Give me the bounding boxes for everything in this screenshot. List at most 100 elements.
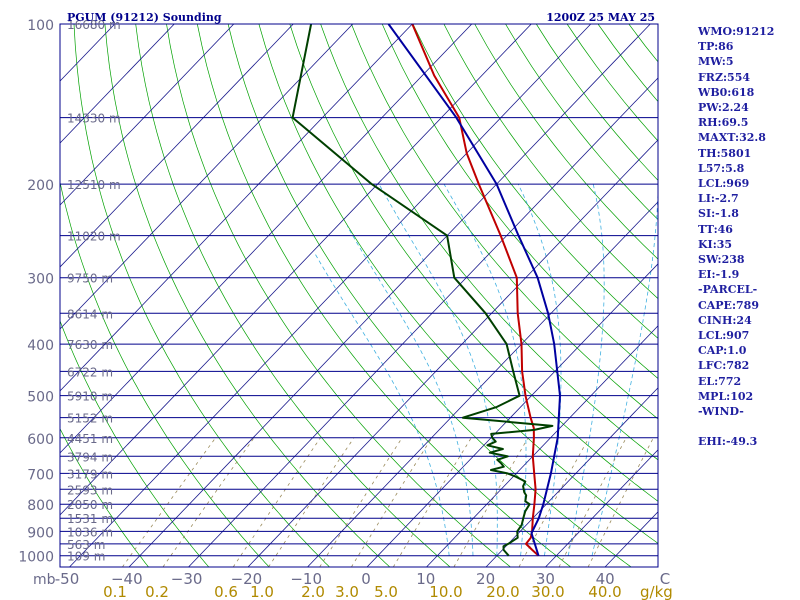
moist-adiabat (378, 183, 498, 556)
sounding-indices-panel: WMO:91212 TP:86 MW:5 FRZ:554 WB0:618 PW:2.24 R… (698, 24, 798, 450)
mixing-ratio-line (122, 437, 216, 567)
isotherm-line (60, 24, 532, 516)
temperature-tick-label: 10 (416, 570, 435, 588)
mixing-ratio-tick-label: 0.6 (214, 583, 238, 600)
mixing-ratio-line (453, 437, 529, 567)
temperature-tick-label: −40 (111, 570, 143, 588)
isotherm-line (69, 24, 592, 567)
index-line: FRZ:554 (698, 70, 751, 84)
mixing-ratio-tick-label: 3.0 (335, 583, 359, 600)
height-label: 4451 m (67, 432, 113, 446)
mixing-ratio-line (587, 437, 654, 567)
isotherm-line (247, 139, 658, 567)
index-line: LCL:907 (698, 329, 750, 343)
index-line: TP:86 (698, 40, 734, 54)
index-line: CINH:24 (698, 313, 752, 327)
height-label: 14330 m (67, 112, 121, 126)
pressure-tick-label: 600 (27, 432, 54, 448)
index-line: SW:238 (698, 253, 745, 267)
mixing-ratio-tick-label: 0.2 (145, 583, 169, 600)
dry-adiabat (443, 24, 658, 300)
isotherm-line (307, 201, 658, 567)
pressure-tick-label: 100 (27, 18, 54, 34)
pressure-unit-label: mb (33, 572, 56, 588)
pressure-tick-label: 500 (27, 390, 54, 406)
dry-adiabat (351, 24, 658, 420)
isotherm-line (60, 24, 473, 454)
index-line: LFC:782 (698, 359, 750, 373)
isotherm-line (366, 263, 658, 567)
index-line: EI:-1.9 (698, 268, 740, 282)
isotherm-line (60, 24, 294, 268)
isotherm-line (128, 24, 651, 567)
mixing-ratio-tick-label: 0.1 (103, 583, 127, 600)
mixing-ratio-tick-label: 5.0 (374, 583, 398, 600)
pressure-tick-label: 1000 (18, 550, 54, 566)
parcel-trace (387, 24, 561, 556)
temperature-tick-label: 30 (536, 570, 555, 588)
height-label: 11020 m (67, 230, 121, 244)
index-line: EL:772 (698, 374, 742, 388)
height-label: 6722 m (67, 365, 113, 379)
index-line: CAP:1.0 (698, 344, 747, 358)
temperature-tick-label: 0 (361, 570, 371, 588)
mixing-ratio-tick-label: 10.0 (429, 583, 462, 600)
index-line: PW:2.24 (698, 101, 749, 115)
moist-adiabat (346, 226, 474, 556)
index-line: TT:46 (698, 222, 733, 236)
pressure-tick-label: 400 (27, 338, 54, 354)
mixing-ratio-tick-label: 20.0 (486, 583, 519, 600)
chart-title: PGUM (91212) Sounding (67, 11, 222, 24)
mixing-ratio-line (351, 437, 433, 567)
index-line: MPL:102 (698, 389, 754, 403)
isotherm-line (485, 387, 658, 567)
index-line: TH:5801 (698, 146, 752, 160)
isotherm-line (60, 24, 175, 144)
mixing-ratio-line (268, 437, 355, 567)
mixing-ratio-tick-label: 30.0 (531, 583, 564, 600)
height-label: 1531 m (67, 512, 113, 526)
temperature-tick-label: -50 (55, 570, 80, 588)
moist-adiabat (517, 183, 562, 556)
dry-adiabat (289, 24, 658, 502)
isotherm-line (60, 24, 413, 392)
index-line: RH:69.5 (698, 116, 749, 130)
dry-adiabat (227, 24, 632, 567)
dry-adiabat (60, 427, 149, 567)
height-label: 3794 m (67, 450, 113, 464)
chart-datetime: 1200Z 25 MAY 25 (546, 11, 655, 24)
isotherm-line (188, 77, 658, 567)
index-line: -PARCEL- (698, 283, 758, 297)
index-line: EHI:-49.3 (698, 435, 758, 449)
index-line: WMO:91212 (698, 25, 775, 38)
index-line: -WIND- (698, 405, 744, 419)
moist-adiabat (314, 253, 450, 556)
pressure-tick-label: 200 (27, 178, 54, 194)
temperature-trace (411, 24, 540, 557)
mixing-ratio-line (162, 437, 255, 567)
plot-frame (59, 23, 659, 568)
height-label: 12510 m (67, 178, 121, 192)
index-line: MAXT:32.8 (698, 131, 766, 145)
dry-adiabat (381, 24, 658, 379)
dry-adiabat (258, 24, 658, 544)
dry-adiabat (474, 24, 658, 260)
index-line: CAPE:789 (698, 298, 759, 312)
dry-adiabat (412, 24, 658, 339)
pressure-tick-label: 900 (27, 525, 54, 541)
index-line: WB0:618 (698, 85, 755, 99)
index-line (698, 419, 798, 434)
mixing-ratio-line (558, 437, 627, 567)
temperature-tick-label: −30 (171, 570, 203, 588)
index-line: LI:-2.7 (698, 192, 739, 206)
dry-adiabat (166, 24, 511, 567)
mixing-ratio-line (232, 437, 321, 567)
height-label: 2593 m (67, 483, 113, 497)
index-line: L57:5.8 (698, 161, 745, 175)
dry-adiabat (73, 24, 330, 567)
temperature-tick-label: −20 (231, 570, 263, 588)
mixing-ratio-unit-label: g/kg (640, 583, 673, 600)
height-label: 16680 m (67, 18, 121, 32)
mixing-ratio-line (392, 437, 472, 567)
